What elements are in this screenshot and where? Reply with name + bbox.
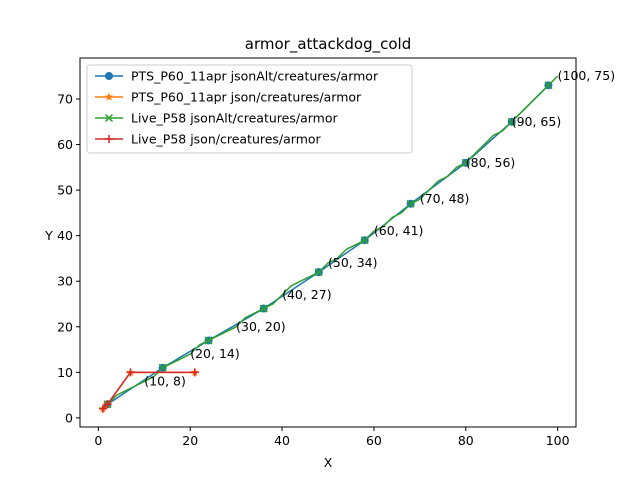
y-axis: 0 10 20 30 40 50 60 70 <box>57 92 80 425</box>
data-point <box>406 199 415 208</box>
y-tick-label: 10 <box>57 365 73 380</box>
legend-label: PTS_P60_11apr json/creatures/armor <box>131 90 362 105</box>
y-tick-label: 20 <box>57 319 73 334</box>
data-point <box>544 81 553 90</box>
x-axis: 0 20 40 60 80 100 <box>94 427 570 448</box>
y-tick-label: 50 <box>57 183 73 198</box>
legend-label: Live_P58 jsonAlt/creatures/armor <box>131 111 338 126</box>
x-tick-label: 0 <box>94 433 102 448</box>
data-point <box>126 368 135 377</box>
point-annotation: (20, 14) <box>190 346 240 361</box>
chart-title: armor_attackdog_cold <box>245 35 411 54</box>
legend-item: Live_P58 jsonAlt/creatures/armor <box>95 111 338 126</box>
data-point <box>98 404 107 413</box>
legend-item: Live_P58 json/creatures/armor <box>95 132 322 147</box>
y-tick-label: 30 <box>57 274 73 289</box>
y-tick-label: 60 <box>57 137 73 152</box>
legend-item: PTS_P60_11apr json/creatures/armor <box>95 90 362 105</box>
y-axis-label: Y <box>44 228 53 243</box>
annotations: (10, 8) (20, 14) (30, 20) (40, 27) (50, 34) (… <box>144 68 615 388</box>
legend-marker <box>105 72 113 80</box>
series-layer <box>98 75 559 413</box>
data-point <box>507 117 516 126</box>
point-annotation: (40, 27) <box>282 287 332 302</box>
data-point <box>158 363 167 372</box>
data-point <box>360 236 369 245</box>
series-line <box>102 75 559 410</box>
x-tick-label: 60 <box>366 433 382 448</box>
legend-label: PTS_P60_11apr jsonAlt/creatures/armor <box>131 69 379 84</box>
point-annotation: (10, 8) <box>144 373 186 388</box>
x-tick-label: 100 <box>546 433 570 448</box>
data-point <box>204 336 213 345</box>
y-tick-label: 0 <box>65 410 73 425</box>
y-tick-label: 70 <box>57 92 73 107</box>
series-line <box>102 371 195 410</box>
point-annotation: (60, 41) <box>374 223 424 238</box>
point-annotation: (80, 56) <box>466 155 516 170</box>
data-point <box>259 304 268 313</box>
legend-box <box>86 64 413 154</box>
x-tick-label: 40 <box>274 433 290 448</box>
data-point <box>461 158 470 167</box>
x-axis-label: X <box>324 455 333 470</box>
point-annotation: (30, 20) <box>236 319 286 334</box>
legend-label: Live_P58 json/creatures/armor <box>131 132 322 147</box>
x-tick-label: 80 <box>458 433 474 448</box>
point-annotation: (70, 48) <box>420 191 470 206</box>
point-annotation: (50, 34) <box>328 255 378 270</box>
x-tick-label: 20 <box>182 433 198 448</box>
data-point <box>103 400 112 409</box>
legend-item: PTS_P60_11apr jsonAlt/creatures/armor <box>95 69 379 84</box>
plot-frame <box>79 57 577 428</box>
point-annotation: (90, 65) <box>512 114 562 129</box>
point-annotation: (100, 75) <box>558 68 615 83</box>
series-4 <box>98 368 199 413</box>
data-point <box>314 268 323 277</box>
legend-marker <box>105 135 113 143</box>
legend: PTS_P60_11apr jsonAlt/creatures/armor PTS… <box>86 64 413 154</box>
data-point <box>190 368 199 377</box>
series-line <box>107 84 549 405</box>
y-tick-label: 40 <box>57 228 73 243</box>
legend-marker <box>104 113 114 123</box>
plot-area <box>79 57 577 428</box>
legend-marker <box>104 92 114 101</box>
